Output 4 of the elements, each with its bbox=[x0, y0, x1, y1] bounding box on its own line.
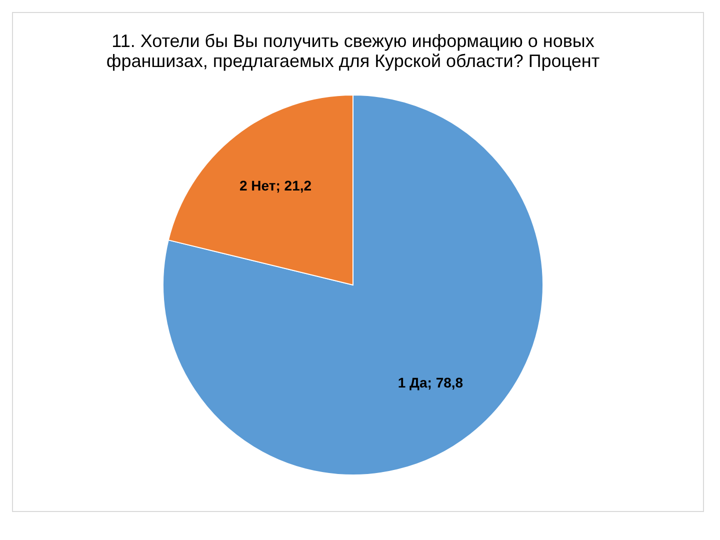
chart-title: 11. Хотели бы Вы получить свежую информацию о новых франшизах, предлагаемых для Курской области? Процент bbox=[106, 31, 600, 71]
slice-label: 1 Да; 78,8 bbox=[398, 374, 464, 391]
pie-slice bbox=[162, 94, 544, 476]
slice-label: 2 Нет; 21,2 bbox=[239, 177, 312, 194]
